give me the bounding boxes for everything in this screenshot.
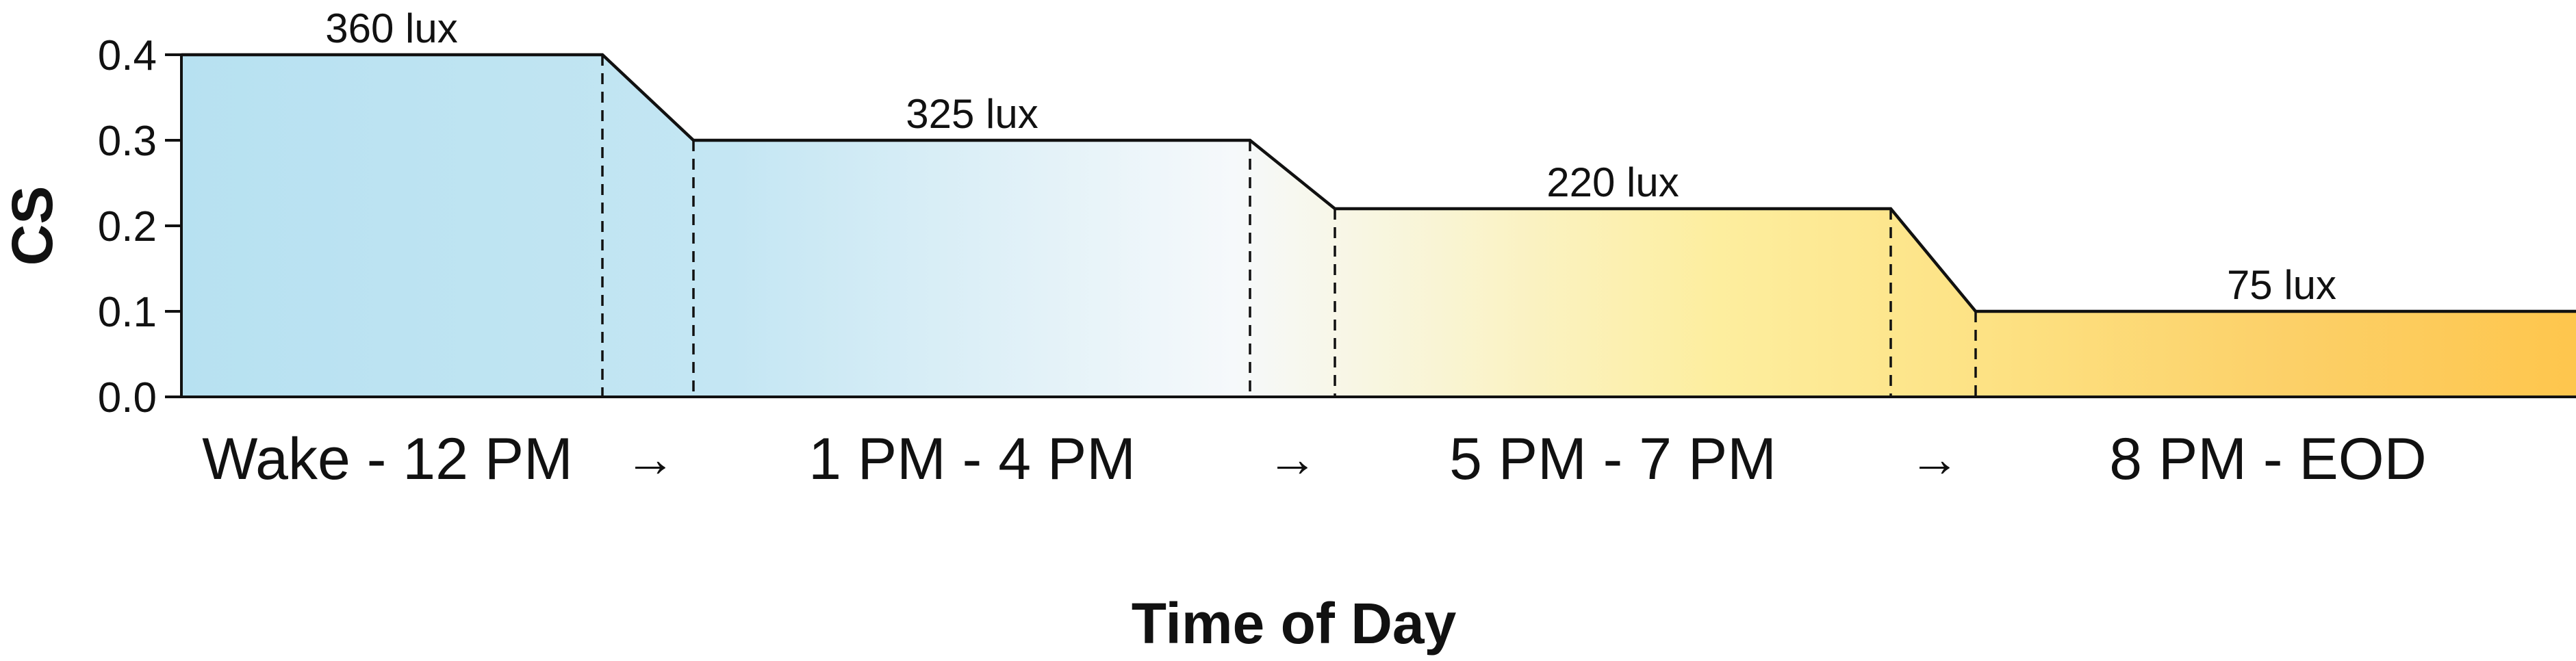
x-category-label: 5 PM - 7 PM: [1449, 426, 1776, 492]
x-category-label: Wake - 12 PM: [202, 426, 573, 492]
x-category-label: 8 PM - EOD: [2109, 426, 2427, 492]
y-tick-label: 0.3: [98, 118, 157, 165]
value-labels: 360 lux 325 lux 220 lux 75 lux: [325, 5, 2336, 308]
y-axis-ticks: 0.0 0.1 0.2 0.3 0.4: [98, 32, 181, 422]
y-axis-title: CS: [0, 186, 64, 266]
cs-step-line: [181, 53, 2576, 313]
value-label: 220 lux: [1546, 159, 1679, 205]
y-tick-label: 0.1: [98, 289, 157, 336]
cs-area-fill: [181, 55, 2576, 397]
x-category-label: 1 PM - 4 PM: [808, 426, 1136, 492]
y-tick-label: 0.0: [98, 374, 157, 422]
x-category-labels: Wake - 12 PM 1 PM - 4 PM 5 PM - 7 PM 8 PM -…: [202, 426, 2427, 492]
value-label: 325 lux: [906, 91, 1038, 137]
value-label: 360 lux: [325, 5, 457, 51]
y-tick-label: 0.4: [98, 32, 157, 79]
y-tick-label: 0.2: [98, 203, 157, 250]
x-axis-title: Time of Day: [1132, 591, 1457, 656]
transition-arrow: →: [1909, 430, 1960, 487]
transition-arrow: →: [625, 430, 676, 487]
transition-arrow: →: [1267, 430, 1318, 487]
transition-dashed-lines: [601, 55, 1977, 397]
value-label: 75 lux: [2227, 262, 2336, 308]
